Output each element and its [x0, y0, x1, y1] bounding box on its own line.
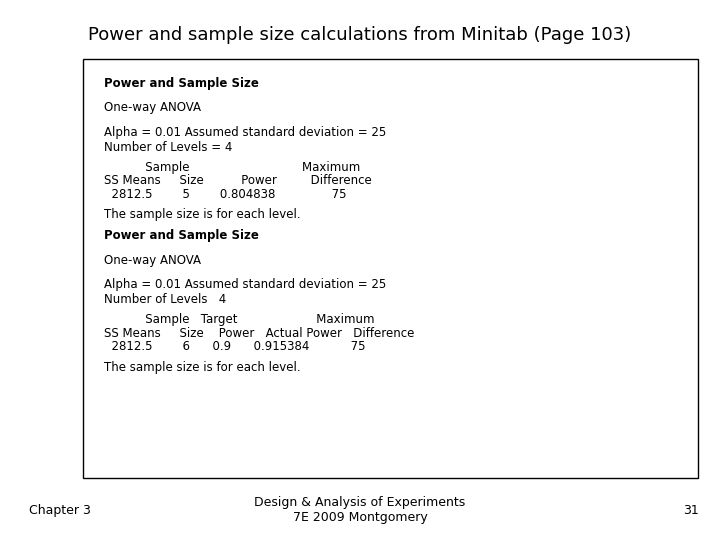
- Text: Design & Analysis of Experiments
7E 2009 Montgomery: Design & Analysis of Experiments 7E 2009…: [254, 496, 466, 524]
- Text: Chapter 3: Chapter 3: [29, 504, 91, 517]
- Text: Sample   Target                     Maximum: Sample Target Maximum: [104, 313, 375, 326]
- Text: 2812.5        6      0.9      0.915384           75: 2812.5 6 0.9 0.915384 75: [104, 340, 366, 353]
- Text: Power and sample size calculations from Minitab (Page 103): Power and sample size calculations from …: [89, 26, 631, 44]
- Text: Sample                              Maximum: Sample Maximum: [104, 161, 361, 174]
- Text: Alpha = 0.01 Assumed standard deviation = 25: Alpha = 0.01 Assumed standard deviation …: [104, 126, 387, 139]
- Text: Power and Sample Size: Power and Sample Size: [104, 230, 259, 242]
- Text: One-way ANOVA: One-way ANOVA: [104, 254, 202, 267]
- Text: The sample size is for each level.: The sample size is for each level.: [104, 361, 301, 374]
- Text: One-way ANOVA: One-way ANOVA: [104, 102, 202, 114]
- Text: The sample size is for each level.: The sample size is for each level.: [104, 208, 301, 221]
- Text: SS Means     Size          Power         Difference: SS Means Size Power Difference: [104, 174, 372, 187]
- FancyBboxPatch shape: [83, 59, 698, 478]
- Text: 31: 31: [683, 504, 698, 517]
- Text: 2812.5        5        0.804838               75: 2812.5 5 0.804838 75: [104, 188, 347, 201]
- Text: Number of Levels = 4: Number of Levels = 4: [104, 141, 233, 154]
- Text: SS Means     Size    Power   Actual Power   Difference: SS Means Size Power Actual Power Differe…: [104, 327, 415, 340]
- Text: Power and Sample Size: Power and Sample Size: [104, 77, 259, 90]
- Text: Alpha = 0.01 Assumed standard deviation = 25: Alpha = 0.01 Assumed standard deviation …: [104, 278, 387, 291]
- Text: Number of Levels   4: Number of Levels 4: [104, 293, 227, 306]
